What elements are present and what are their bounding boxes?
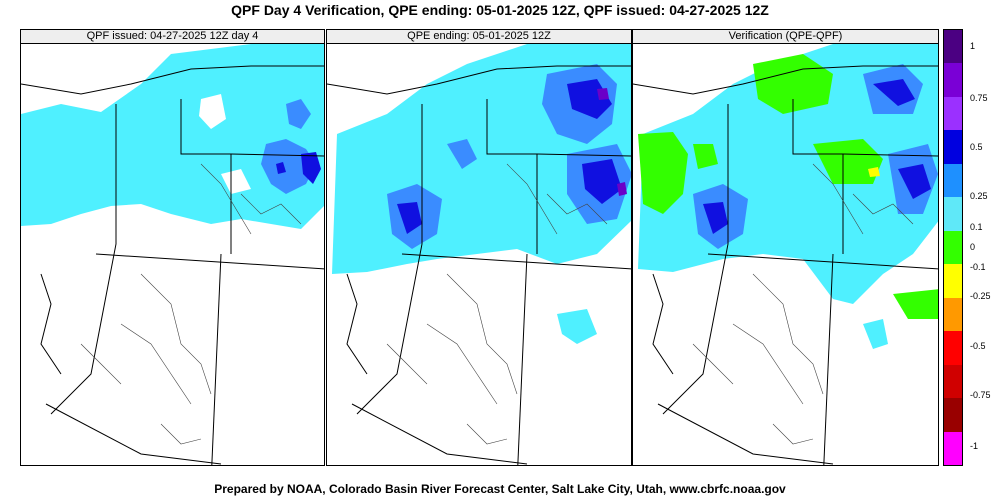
state-borders [633,65,938,465]
legend-band [944,163,962,198]
legend-label: 0 [970,242,976,252]
legend-band [944,197,962,232]
precip-field-blue [261,99,316,194]
legend-label: 0.5 [970,142,983,152]
legend-label: -0.1 [970,262,986,272]
legend-label: -1 [970,441,979,451]
legend-band [944,364,962,399]
panel-qpf: QPF issued: 04-27-2025 12Z day 4 [20,29,325,466]
legend-band [944,264,962,299]
legend-band [944,431,962,466]
map-verification [633,44,938,465]
state-borders [327,65,631,465]
legend-band [944,130,962,165]
legend-label: -0.5 [970,341,986,351]
color-legend [943,29,963,466]
footer-credit: Prepared by NOAA, Colorado Basin River F… [214,482,786,496]
legend-band [944,297,962,332]
legend-band [944,398,962,433]
panel-qpf-title: QPF issued: 04-27-2025 12Z day 4 [21,30,324,44]
river-lines [80,163,302,445]
legend-band [944,63,962,98]
precip-field [21,44,324,229]
precip-field-dark [703,79,931,234]
river-lines [386,163,608,445]
legend-label: -0.25 [970,291,991,301]
panel-verification: Verification (QPE-QPF) [632,29,939,466]
state-borders [21,65,324,465]
legend-band [944,331,962,366]
panel-verification-title: Verification (QPE-QPF) [633,30,938,44]
legend-label: 0.75 [970,93,988,103]
precip-field-purple [597,88,627,196]
river-lines [692,163,914,445]
legend-label: 0.25 [970,191,988,201]
panel-qpe-title: QPE ending: 05-01-2025 12Z [327,30,631,44]
legend-label: -0.75 [970,390,991,400]
precip-field-dark [397,79,622,234]
legend-band [944,96,962,131]
map-title: QPF Day 4 Verification, QPE ending: 05-0… [231,2,769,18]
legend-label: 0.1 [970,222,983,232]
map-qpe [327,44,631,465]
map-qpf [21,44,324,465]
legend-label: 1 [970,41,976,51]
legend-band [944,30,962,64]
precip-field-dark [276,152,321,184]
legend-band [944,230,962,265]
dry-holes [199,94,251,194]
panel-qpe: QPE ending: 05-01-2025 12Z [326,29,632,466]
diff-yellow [868,167,880,177]
